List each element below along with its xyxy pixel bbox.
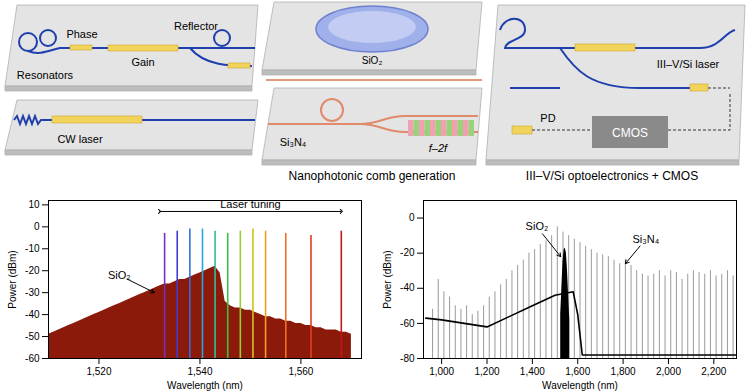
svg-text:2,000: 2,000 [656, 366, 681, 377]
svg-text:-10: -10 [25, 243, 40, 254]
svg-text:Phase: Phase [66, 28, 97, 40]
svg-text:1,800: 1,800 [611, 366, 636, 377]
svg-text:1,560: 1,560 [288, 366, 313, 377]
svg-text:Wavelength (nm): Wavelength (nm) [167, 380, 243, 391]
svg-text:0: 0 [409, 212, 415, 223]
svg-text:-80: -80 [400, 353, 415, 364]
svg-text:CMOS: CMOS [612, 126, 648, 140]
svg-text:PD: PD [540, 112, 555, 124]
svg-text:-60: -60 [400, 318, 415, 329]
svg-text:Si₃N₄: Si₃N₄ [280, 136, 307, 148]
svg-text:SiO₂: SiO₂ [362, 55, 383, 66]
svg-text:Power (dBm): Power (dBm) [382, 250, 393, 308]
svg-text:1,520: 1,520 [86, 366, 111, 377]
svg-text:Laser tuning: Laser tuning [220, 198, 281, 210]
svg-text:-50: -50 [25, 331, 40, 342]
svg-text:SiO₂: SiO₂ [526, 220, 549, 232]
svg-text:-20: -20 [400, 247, 415, 258]
svg-text:III–V/Si laser: III–V/Si laser [657, 58, 720, 70]
svg-text:III–V/Si optoelectronics + CMO: III–V/Si optoelectronics + CMOS [526, 169, 698, 183]
svg-text:10: 10 [28, 199, 40, 210]
svg-text:1,200: 1,200 [474, 366, 499, 377]
svg-text:Power (dBm): Power (dBm) [7, 250, 18, 308]
svg-text:-30: -30 [25, 287, 40, 298]
svg-text:-20: -20 [25, 265, 40, 276]
svg-text:SiO₂: SiO₂ [108, 269, 131, 281]
svg-text:Gain: Gain [131, 56, 154, 68]
svg-text:f–2f: f–2f [429, 142, 448, 154]
svg-text:Wavelength (nm): Wavelength (nm) [542, 380, 618, 391]
svg-text:Nanophotonic comb generation: Nanophotonic comb generation [289, 169, 456, 183]
svg-text:-40: -40 [25, 309, 40, 320]
svg-text:2,200: 2,200 [701, 366, 726, 377]
svg-text:1,400: 1,400 [520, 366, 545, 377]
svg-text:0: 0 [34, 221, 40, 232]
svg-text:1,000: 1,000 [429, 366, 454, 377]
svg-text:Si₃N₄: Si₃N₄ [632, 233, 659, 245]
svg-text:1,600: 1,600 [565, 366, 590, 377]
svg-text:CW laser: CW laser [57, 133, 103, 145]
svg-text:1,540: 1,540 [187, 366, 212, 377]
svg-text:-40: -40 [400, 282, 415, 293]
svg-text:-60: -60 [25, 353, 40, 364]
svg-text:Reflector: Reflector [174, 20, 218, 32]
svg-text:Resonators: Resonators [17, 69, 74, 81]
